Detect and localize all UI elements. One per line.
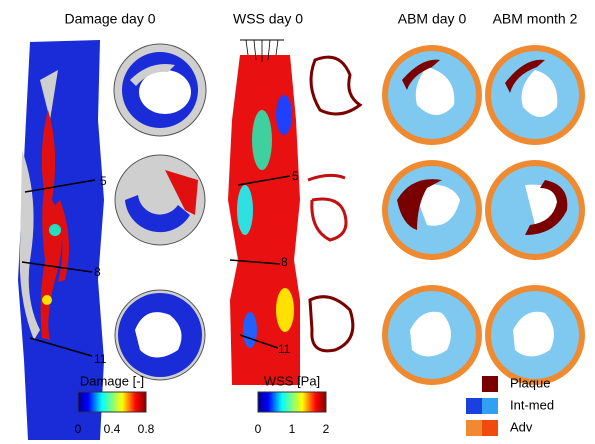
slice-label: 5: [100, 174, 107, 188]
colorbar-tick: 0.8: [138, 422, 155, 436]
damage-sections: [114, 44, 206, 380]
slice-label: 11: [94, 352, 107, 366]
figure: Damage day 0 WSS day 0 ABM day 0 ABM mon…: [0, 0, 595, 444]
slice-label: 8: [94, 265, 101, 279]
legend: [466, 376, 498, 436]
colorbar-title: WSS [Pa]: [264, 373, 320, 388]
wss-outlines: [308, 57, 360, 351]
legend-label: Plaque: [510, 375, 550, 390]
slice-label: 5: [292, 169, 299, 183]
slice-label: 8: [281, 255, 288, 269]
legend-label: Adv: [510, 419, 533, 434]
slice-label: 11: [278, 342, 291, 356]
colorbar-tick: 1: [289, 422, 296, 436]
abm-sections: [382, 45, 585, 385]
colorbar-tick: 2: [323, 422, 330, 436]
legend-label: Int-med: [510, 397, 554, 412]
wss-vessel: [228, 40, 300, 385]
colorbar: [78, 392, 146, 412]
panel-title: Damage day 0: [64, 11, 155, 27]
panel-title: WSS day 0: [233, 11, 303, 27]
colorbar-tick: 0.4: [104, 422, 121, 436]
colorbar-tick: 0: [255, 422, 262, 436]
panel-title: ABM month 2: [493, 11, 578, 27]
colorbar-tick: 0: [75, 422, 82, 436]
colorbar: [258, 392, 326, 412]
panel-title: ABM day 0: [398, 11, 467, 27]
colorbar-title: Damage [-]: [80, 373, 144, 388]
